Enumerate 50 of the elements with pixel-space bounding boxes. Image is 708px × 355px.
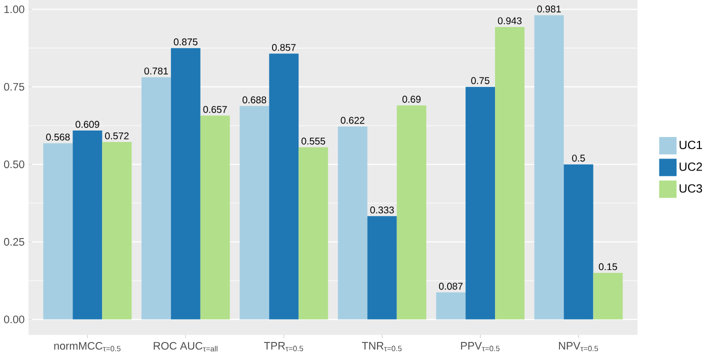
bar bbox=[466, 86, 496, 320]
data-label: 0.69 bbox=[402, 96, 421, 103]
legend-label: UC1 bbox=[680, 140, 702, 150]
data-label: 0.555 bbox=[302, 138, 326, 145]
data-label: 0.572 bbox=[105, 132, 129, 140]
bar bbox=[298, 147, 328, 320]
x-tick-label: ROC AUC$_{τ=all}$ bbox=[154, 342, 218, 352]
bar bbox=[396, 105, 426, 320]
bar bbox=[269, 54, 299, 320]
data-label: 0.943 bbox=[498, 17, 522, 24]
data-label: 0.622 bbox=[340, 116, 364, 124]
bar bbox=[534, 15, 564, 320]
bar bbox=[593, 272, 623, 320]
legend-label: UC2 bbox=[680, 162, 702, 171]
legend-label: UC3 bbox=[680, 184, 702, 193]
bar bbox=[141, 77, 171, 320]
data-label: 0.781 bbox=[144, 68, 168, 74]
bar bbox=[564, 164, 594, 320]
bar bbox=[72, 130, 102, 320]
y-tick-label: 0.25 bbox=[4, 238, 24, 246]
bar bbox=[367, 216, 397, 320]
data-label: 0.568 bbox=[46, 134, 70, 141]
data-label: 0.75 bbox=[471, 77, 490, 84]
data-label: 0.857 bbox=[272, 44, 296, 51]
data-label: 0.609 bbox=[76, 120, 100, 128]
bar bbox=[495, 26, 525, 320]
data-label: 0.875 bbox=[174, 38, 198, 46]
bar bbox=[436, 292, 466, 320]
bar bbox=[240, 106, 270, 320]
data-label: 0.15 bbox=[598, 263, 618, 270]
bar bbox=[170, 48, 200, 320]
x-tick-label: TPR$_{τ=0.5}$ bbox=[264, 342, 304, 352]
bar bbox=[338, 126, 368, 320]
data-label: 0.688 bbox=[242, 96, 266, 104]
data-label: 0.333 bbox=[370, 206, 394, 214]
data-label: 0.087 bbox=[439, 282, 463, 290]
data-label: 0.981 bbox=[537, 6, 561, 12]
x-tick-label: TNR$_{τ=0.5}$ bbox=[362, 342, 402, 352]
data-label: 0.657 bbox=[203, 106, 227, 113]
bar bbox=[200, 116, 230, 320]
x-tick-label: normMCC$_{τ=0.5}$ bbox=[54, 342, 121, 352]
data-label: 0.5 bbox=[572, 154, 585, 162]
y-tick-label: 1.00 bbox=[4, 5, 24, 14]
bar bbox=[102, 142, 132, 320]
x-tick-label: PPV$_{τ=0.5}$ bbox=[461, 342, 500, 352]
bar bbox=[43, 143, 73, 320]
y-tick-label: 0.00 bbox=[4, 316, 24, 324]
y-tick-label: 0.75 bbox=[4, 83, 24, 91]
x-tick-label: NPV$_{τ=0.5}$ bbox=[559, 342, 598, 352]
y-tick-label: 0.50 bbox=[4, 160, 24, 168]
